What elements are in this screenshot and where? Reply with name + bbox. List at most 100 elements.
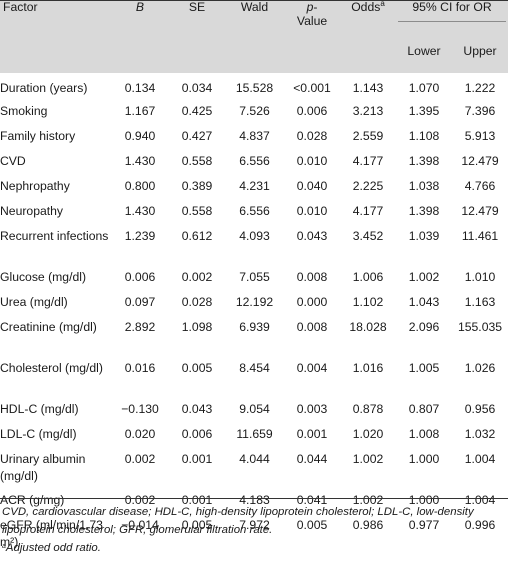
header-p-hyphen: - [313, 0, 318, 14]
cell-upper: 12.479 [461, 154, 499, 168]
cell-se: 0.005 [181, 518, 213, 532]
footnote-text: Adjusted odd ratio. [5, 542, 101, 554]
cell-b: 0.800 [124, 179, 156, 193]
cell-upper: 12.479 [461, 204, 499, 218]
cell-wald: 7.972 [239, 518, 270, 532]
header-b: B [111, 0, 169, 73]
cell-b: 0.020 [124, 427, 156, 441]
cell-odds: 1.102 [352, 295, 384, 309]
table-row: ACR (g/mg) 0.002 0.001 4.183 0.041 1.002 1.000… [0, 489, 508, 514]
cell-factor: Urinary albumin (mg/dl) [0, 452, 86, 483]
cell-se: 0.558 [181, 204, 213, 218]
cell-factor: Family history [0, 129, 76, 143]
cell-b: −0.130 [121, 402, 159, 416]
cell-factor: Smoking [0, 104, 48, 118]
cell-odds: 3.452 [352, 229, 384, 243]
cell-wald: 15.528 [235, 81, 274, 95]
cell-b: 0.002 [124, 493, 156, 507]
cell-odds: 1.006 [352, 270, 384, 284]
cell-odds: 2.559 [352, 129, 384, 143]
cell-b: 1.430 [124, 204, 156, 218]
cell-odds: 4.177 [352, 204, 384, 218]
table-row: Neuropathy 1.430 0.558 6.556 0.010 4.177 1.398… [0, 200, 508, 225]
header-ci-upper: Upper [452, 44, 508, 73]
cell-lower: 1.070 [408, 81, 440, 95]
cell-p: <0.001 [293, 81, 331, 95]
cell-factor: Cholesterol (mg/dl) [0, 361, 103, 375]
cell-lower: 1.005 [408, 361, 440, 375]
cell-p: 0.041 [296, 493, 328, 507]
cell-odds: 3.213 [352, 104, 384, 118]
cell-b: 1.167 [124, 104, 156, 118]
cell-se: 0.043 [181, 402, 213, 416]
cell-b: 0.002 [124, 452, 156, 466]
table-row: Urea (mg/dl) 0.097 0.028 12.192 0.000 1.102 1.… [0, 291, 508, 316]
cell-se: 0.558 [181, 154, 213, 168]
cell-se: 0.001 [181, 493, 213, 507]
cell-lower: 1.000 [408, 493, 440, 507]
cell-p: 0.043 [296, 229, 328, 243]
header-odds-footnote-mark: a [380, 0, 385, 8]
cell-se: 0.425 [181, 104, 213, 118]
cell-wald: 4.044 [239, 452, 270, 466]
header-se: SE [169, 0, 225, 73]
cell-upper: 1.010 [464, 270, 496, 284]
cell-factor: ACR (g/mg) [0, 493, 65, 507]
cell-upper: 0.956 [464, 402, 496, 416]
cell-p: 0.004 [296, 361, 328, 375]
bottom-rule [0, 498, 508, 499]
cell-upper: 1.026 [464, 361, 496, 375]
cell-b: 0.134 [124, 81, 156, 95]
cell-odds: 1.002 [352, 452, 384, 466]
cell-b: 0.016 [124, 361, 156, 375]
cell-b: 1.430 [124, 154, 156, 168]
cell-odds: 1.143 [352, 81, 384, 95]
cell-odds: 1.016 [352, 361, 384, 375]
top-rule [0, 0, 508, 1]
cell-wald: 9.054 [239, 402, 270, 416]
table-row: LDL-C (mg/dl) 0.020 0.006 11.659 0.001 1.020 1… [0, 423, 508, 448]
cell-b: 0.097 [124, 295, 156, 309]
cell-upper: 0.996 [464, 518, 496, 532]
cell-wald: 6.556 [239, 154, 270, 168]
cell-wald: 6.939 [239, 320, 270, 334]
table-row: Family history 0.940 0.427 4.837 0.028 2.559 1… [0, 125, 508, 150]
cell-upper: 4.766 [464, 179, 496, 193]
table-row: Urinary albumin (mg/dl) 0.002 0.001 4.044 0.… [0, 448, 508, 489]
cell-lower: 2.096 [408, 320, 440, 334]
cell-upper: 11.461 [461, 229, 499, 243]
header-factor: Factor [0, 0, 111, 73]
footnote: aAdjusted odd ratio. [2, 539, 506, 557]
cell-odds: 0.986 [352, 518, 384, 532]
cell-p: 0.010 [296, 204, 328, 218]
cell-se: 0.034 [181, 81, 213, 95]
cell-factor: CVD [0, 154, 26, 168]
table-row: Glucose (mg/dl) 0.006 0.002 7.055 0.008 1.006… [0, 266, 508, 291]
cell-b: 0.006 [124, 270, 156, 284]
cell-factor: LDL-C (mg/dl) [0, 427, 77, 441]
table-row: Cholesterol (mg/dl) 0.016 0.005 8.454 0.004 1… [0, 357, 508, 398]
header-p-value: p- Value [284, 0, 340, 73]
cell-upper: 1.004 [464, 452, 496, 466]
cell-upper: 5.913 [464, 129, 496, 143]
cell-se: 0.005 [181, 361, 213, 375]
cell-lower: 1.043 [408, 295, 440, 309]
table-row: CVD 1.430 0.558 6.556 0.010 4.177 1.398 12.479 [0, 150, 508, 175]
cell-factor: HDL-C (mg/dl) [0, 402, 79, 416]
cell-factor: Neuropathy [0, 204, 64, 218]
header-odds-label: Odds [351, 0, 381, 14]
cell-odds: 2.225 [352, 179, 384, 193]
cell-wald: 4.093 [239, 229, 270, 243]
header-ci-lower: Lower [396, 44, 452, 73]
header-p-letter: p [306, 0, 314, 14]
table-notes: CVD, cardiovascular disease; HDL-C, high… [2, 503, 506, 557]
cell-se: 0.001 [181, 452, 213, 466]
table-body: Duration (years) 0.134 0.034 15.528 <0.001 1.… [0, 73, 508, 555]
cell-factor: eGFR (ml/min/1.73 m²) [0, 518, 103, 549]
cell-upper: 1.222 [464, 81, 496, 95]
cell-p: 0.003 [296, 402, 328, 416]
cell-p: 0.008 [296, 270, 328, 284]
table-row: HDL-C (mg/dl) −0.130 0.043 9.054 0.003 0.878 0… [0, 398, 508, 423]
